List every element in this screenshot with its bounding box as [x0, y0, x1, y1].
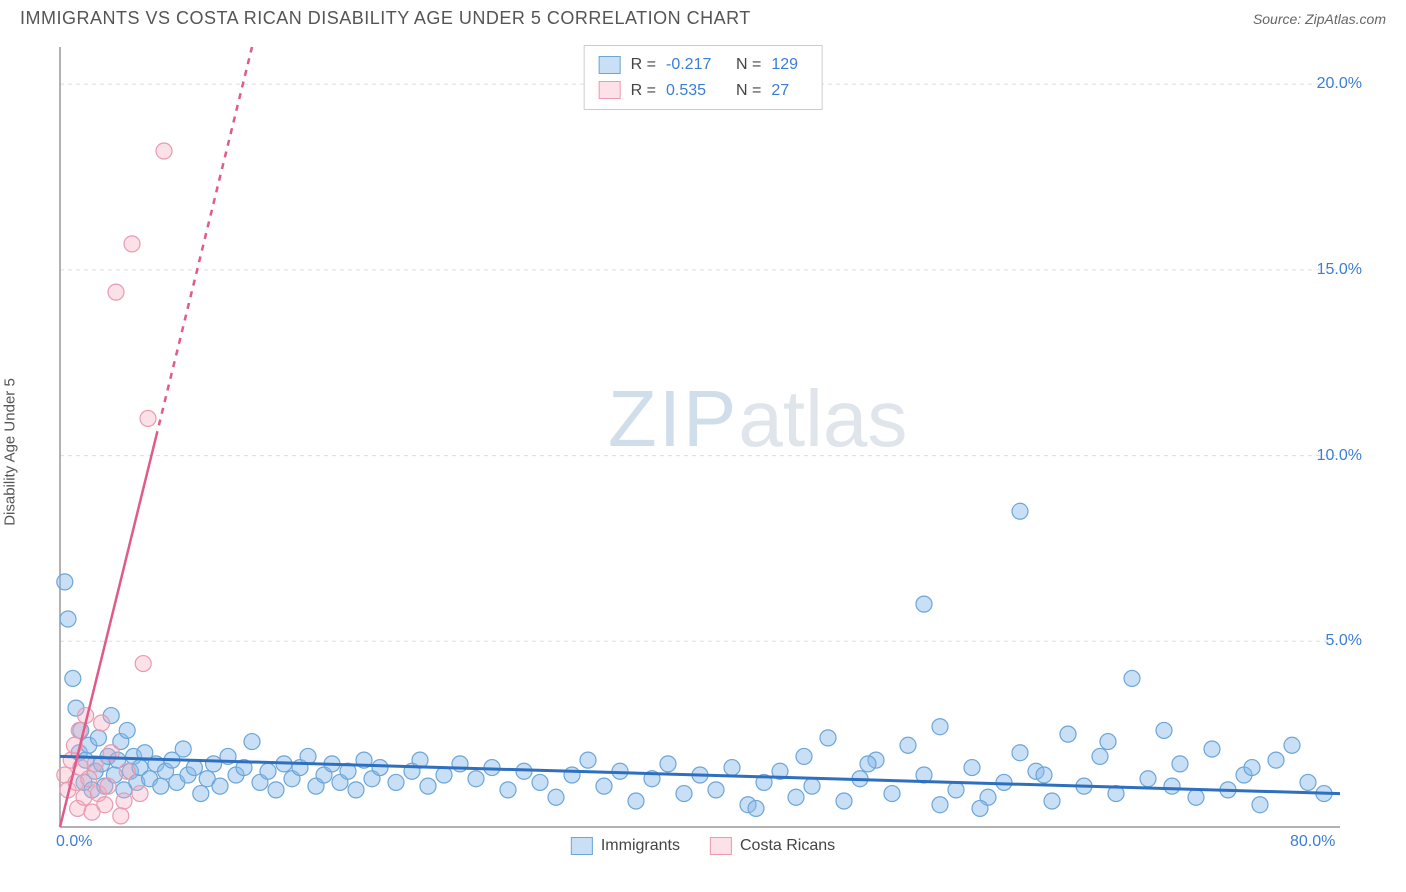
n-value: 129 — [771, 52, 807, 78]
r-label: R = — [631, 78, 656, 104]
legend-swatch — [599, 81, 621, 99]
y-tick-label: 15.0% — [1317, 261, 1362, 279]
n-label: N = — [736, 78, 761, 104]
n-label: N = — [736, 52, 761, 78]
y-axis-label: Disability Age Under 5 — [2, 378, 19, 526]
correlation-legend: R = -0.217 N = 129 R = 0.535 N = 27 — [584, 45, 823, 110]
y-tick-label: 10.0% — [1317, 447, 1362, 465]
chart-title: IMMIGRANTS VS COSTA RICAN DISABILITY AGE… — [20, 8, 751, 29]
r-value: 0.535 — [666, 78, 726, 104]
chart-container: Disability Age Under 5 ZIPatlas R =-0.21… — [20, 37, 1386, 867]
legend-stat-row: R = 0.535 N = 27 — [599, 78, 808, 104]
legend-swatch — [571, 837, 593, 855]
legend-label: Immigrants — [601, 837, 680, 855]
r-label: R = — [631, 52, 656, 78]
legend-item: Costa Ricans — [710, 837, 835, 855]
source-attribution: Source: ZipAtlas.com — [1253, 11, 1386, 27]
series-legend: Immigrants Costa Ricans — [571, 837, 835, 855]
x-tick-label: 0.0% — [56, 833, 92, 851]
legend-swatch — [710, 837, 732, 855]
x-tick-label: 80.0% — [1290, 833, 1335, 851]
n-value: 27 — [771, 78, 807, 104]
r-value: -0.217 — [666, 52, 726, 78]
legend-label: Costa Ricans — [740, 837, 835, 855]
y-tick-label: 5.0% — [1326, 632, 1362, 650]
legend-item: Immigrants — [571, 837, 680, 855]
legend-stat-row: R = -0.217 N = 129 — [599, 52, 808, 78]
y-tick-label: 20.0% — [1317, 75, 1362, 93]
legend-swatch — [599, 56, 621, 74]
scatter-chart — [20, 37, 1360, 867]
